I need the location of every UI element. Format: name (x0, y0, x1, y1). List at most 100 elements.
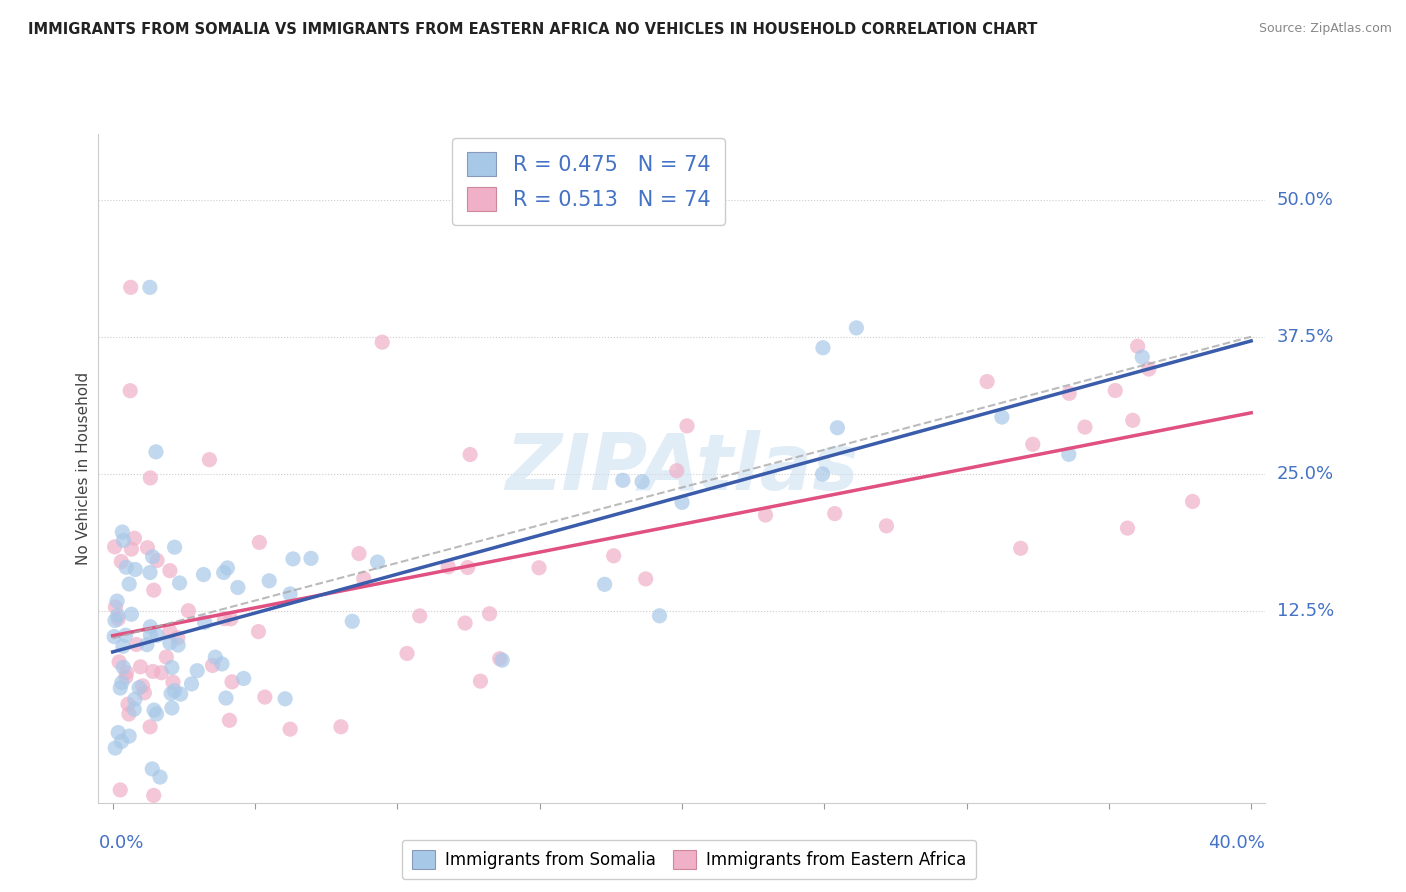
Point (145, 445, 167, 459)
Point (991, 410, 1014, 425)
Point (128, 681, 150, 695)
Point (160, 660, 183, 674)
Point (142, 549, 165, 564)
Point (676, 418, 699, 433)
Point (217, 561, 239, 575)
Point (278, 587, 301, 601)
Text: 37.5%: 37.5% (1277, 327, 1334, 346)
Y-axis label: No Vehicles in Household: No Vehicles in Household (76, 372, 91, 565)
Point (219, 612, 242, 626)
Point (602, 549, 624, 563)
Point (104, 540, 127, 554)
Point (754, 508, 776, 522)
Point (155, 650, 177, 665)
Point (139, 620, 162, 634)
Point (371, 335, 394, 350)
Point (111, 640, 134, 654)
Point (163, 540, 186, 554)
Point (117, 697, 139, 711)
Point (232, 672, 254, 686)
Point (470, 674, 492, 689)
Point (136, 541, 159, 555)
Point (146, 553, 169, 567)
Point (110, 554, 132, 568)
Point (139, 566, 162, 580)
Point (1116, 521, 1139, 535)
Point (104, 614, 127, 628)
Point (247, 624, 270, 639)
Point (458, 448, 481, 462)
Point (169, 687, 191, 701)
Point (845, 321, 868, 335)
Point (142, 583, 165, 598)
Point (114, 670, 136, 684)
Point (811, 341, 834, 355)
Point (169, 576, 191, 591)
Point (811, 467, 834, 481)
Point (145, 706, 167, 721)
Point (329, 720, 352, 734)
Point (211, 657, 233, 671)
Point (1130, 350, 1153, 364)
Point (1010, 541, 1032, 556)
Point (103, 630, 125, 644)
Point (491, 653, 513, 667)
Point (367, 555, 389, 569)
Point (215, 691, 238, 706)
Point (120, 542, 142, 557)
Point (253, 690, 276, 704)
Point (149, 770, 172, 784)
Point (139, 720, 162, 734)
Point (110, 734, 132, 748)
Point (120, 280, 142, 294)
Point (129, 660, 152, 674)
Point (827, 421, 849, 435)
Point (115, 665, 138, 680)
Point (124, 531, 146, 545)
Point (457, 560, 479, 574)
Point (108, 655, 131, 669)
Point (107, 725, 129, 739)
Point (247, 535, 270, 549)
Point (150, 665, 173, 680)
Point (1126, 339, 1149, 353)
Point (124, 692, 146, 706)
Point (105, 594, 128, 608)
Point (162, 675, 184, 690)
Point (226, 581, 249, 595)
Point (976, 375, 998, 389)
Point (478, 607, 501, 621)
Point (114, 628, 136, 642)
Point (112, 533, 135, 548)
Point (125, 637, 148, 651)
Point (118, 729, 141, 743)
Point (186, 664, 208, 678)
Point (274, 691, 297, 706)
Point (163, 683, 186, 698)
Text: 25.0%: 25.0% (1277, 465, 1334, 483)
Point (107, 608, 129, 623)
Point (1137, 362, 1160, 376)
Point (1074, 420, 1097, 434)
Point (353, 572, 375, 586)
Point (159, 636, 181, 650)
Point (1057, 386, 1080, 401)
Point (278, 722, 301, 736)
Point (159, 624, 181, 639)
Point (122, 702, 145, 716)
Point (1022, 437, 1045, 451)
Point (142, 665, 165, 679)
Point (131, 679, 153, 693)
Point (1104, 384, 1126, 398)
Point (160, 701, 183, 715)
Point (281, 552, 304, 566)
Point (437, 559, 460, 574)
Point (612, 473, 634, 487)
Point (527, 561, 550, 575)
Point (134, 686, 156, 700)
Point (104, 599, 127, 614)
Point (214, 612, 236, 626)
Point (112, 660, 135, 674)
Point (167, 638, 190, 652)
Point (110, 783, 132, 797)
